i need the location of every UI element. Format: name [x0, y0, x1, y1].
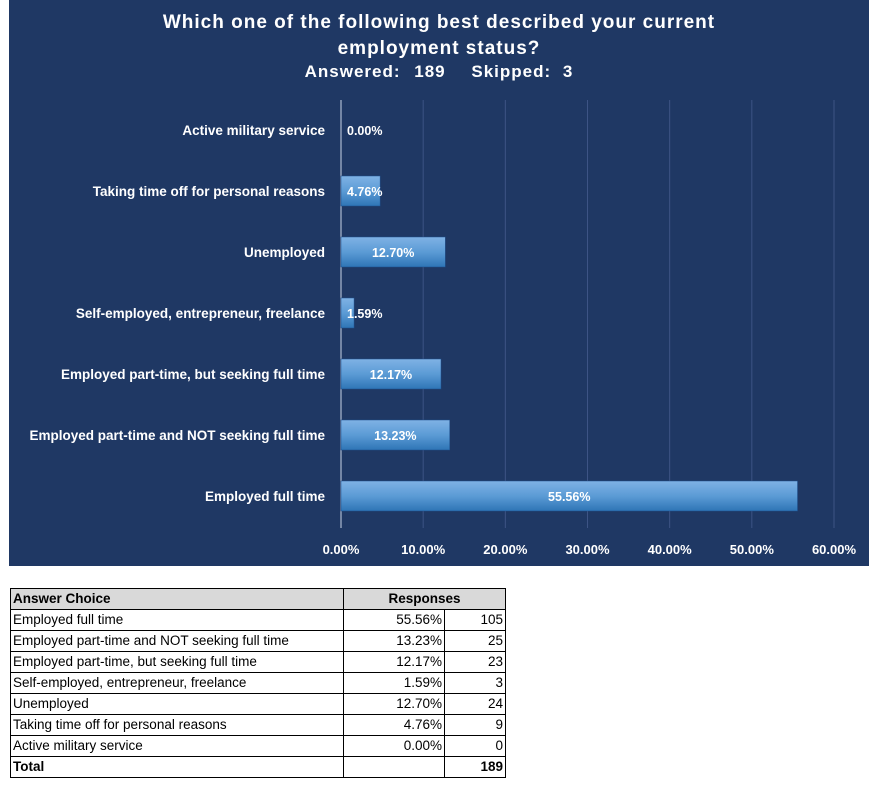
row-percent: 4.76%: [343, 714, 445, 736]
category-label: Unemployed: [244, 245, 325, 260]
row-choice: Employed full time: [10, 609, 344, 631]
data-label: 4.76%: [347, 185, 382, 199]
row-choice: Self-employed, entrepreneur, freelance: [10, 672, 344, 694]
row-count: 9: [444, 714, 506, 736]
answered-value: 189: [414, 62, 446, 81]
x-tick-label: 10.00%: [401, 542, 446, 557]
row-count: 23: [444, 651, 506, 673]
x-tick-label: 0.00%: [323, 542, 360, 557]
table-row: Employed full time 55.56% 105: [10, 609, 506, 631]
table-row: Self-employed, entrepreneur, freelance 1.…: [10, 672, 506, 694]
header-answer-choice: Answer Choice: [10, 588, 344, 610]
chart-title: Which one of the following best describe…: [9, 10, 869, 62]
bar: [340, 419, 450, 451]
header-responses: Responses: [343, 588, 506, 610]
row-choice: Unemployed: [10, 693, 344, 715]
total-label: Total: [10, 756, 344, 778]
bar: [340, 297, 355, 329]
row-count: 3: [444, 672, 506, 694]
row-count: 0: [444, 735, 506, 757]
data-label: 55.56%: [548, 490, 590, 504]
data-label: 13.23%: [374, 429, 416, 443]
row-percent: 0.00%: [343, 735, 445, 757]
category-label: Taking time off for personal reasons: [93, 184, 325, 199]
table-total-row: Total 189: [10, 756, 506, 778]
data-label: 12.17%: [370, 368, 412, 382]
total-count: 189: [444, 756, 506, 778]
category-label: Employed full time: [205, 489, 326, 504]
row-percent: 55.56%: [343, 609, 445, 631]
row-percent: 12.17%: [343, 651, 445, 673]
table-row: Active military service 0.00% 0: [10, 735, 506, 757]
data-label: 12.70%: [372, 246, 414, 260]
table-header-row: Answer Choice Responses: [10, 588, 506, 610]
x-tick-label: 40.00%: [648, 542, 693, 557]
total-percent: [343, 756, 445, 778]
bar-chart: 0.00% 10.00% 20.00% 30.00% 40.00% 50.00% 60.00…: [29, 100, 857, 557]
x-tick-label: 20.00%: [483, 542, 528, 557]
row-choice: Taking time off for personal reasons: [10, 714, 344, 736]
category-label: Employed part-time and NOT seeking full …: [29, 428, 325, 443]
table-row: Unemployed 12.70% 24: [10, 693, 506, 715]
bar: [340, 175, 381, 207]
bar: [340, 236, 446, 268]
skipped-value: 3: [562, 62, 574, 81]
x-tick-label: 50.00%: [730, 542, 775, 557]
chart-panel: [9, 0, 869, 566]
row-percent: 1.59%: [343, 672, 445, 694]
bar: [340, 480, 798, 512]
row-choice: Employed part-time, but seeking full tim…: [10, 651, 344, 673]
row-count: 25: [444, 630, 506, 652]
x-tick-label: 30.00%: [565, 542, 610, 557]
table-row: Employed part-time, but seeking full tim…: [10, 651, 506, 673]
row-count: 24: [444, 693, 506, 715]
answered-label: Answered:: [304, 62, 401, 81]
response-table: Answer Choice Responses Employed full ti…: [10, 588, 506, 778]
category-label: Active military service: [182, 123, 325, 138]
data-label: 0.00%: [347, 124, 382, 138]
bar: [340, 358, 442, 390]
row-percent: 13.23%: [343, 630, 445, 652]
row-choice: Active military service: [10, 735, 344, 757]
chart-title-line-2: employment status?: [337, 38, 541, 59]
category-label: Self-employed, entrepreneur, freelance: [76, 306, 326, 321]
row-choice: Employed part-time and NOT seeking full …: [10, 630, 344, 652]
data-label: 1.59%: [347, 307, 382, 321]
row-count: 105: [444, 609, 506, 631]
skipped-label: Skipped:: [471, 62, 552, 81]
table-row: Employed part-time and NOT seeking full …: [10, 630, 506, 652]
chart-subtitle: Answered: 189 Skipped: 3: [9, 62, 869, 82]
x-tick-label: 60.00%: [812, 542, 857, 557]
row-percent: 12.70%: [343, 693, 445, 715]
table-row: Taking time off for personal reasons 4.76…: [10, 714, 506, 736]
category-label: Employed part-time, but seeking full tim…: [61, 367, 326, 382]
chart-title-line-1: Which one of the following best describe…: [162, 12, 716, 33]
